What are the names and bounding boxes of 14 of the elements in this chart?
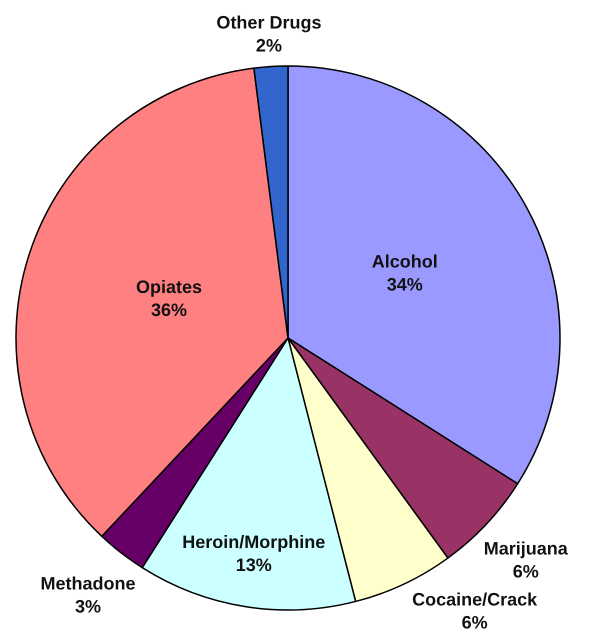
slice-label: Opiates [136,276,202,297]
slice-label: Cocaine/Crack [412,590,538,610]
slice-label: Other Drugs [216,12,322,32]
data-label: 36% [150,300,188,320]
data-label: 2% [256,36,282,56]
slice-label: Alcohol [372,251,438,272]
slice-label: Marijuana [484,538,569,559]
data-label: 3% [75,596,102,616]
data-label: 34% [386,274,423,294]
slice-label: Methadone [40,573,136,594]
data-label: 13% [236,554,272,575]
data-label: 6% [462,612,488,632]
data-label: 6% [512,562,539,582]
slice-label: Heroin/Morphine [182,532,326,552]
